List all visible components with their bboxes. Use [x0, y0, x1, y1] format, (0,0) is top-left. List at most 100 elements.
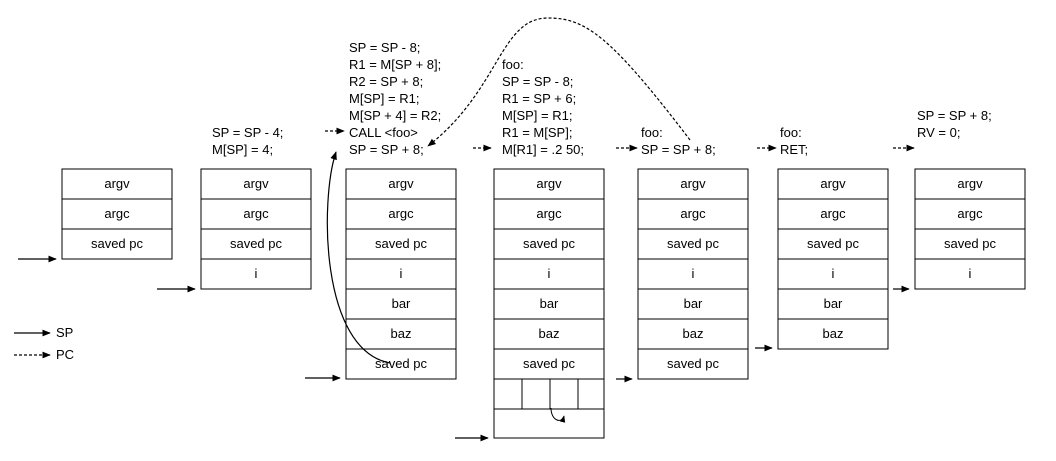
code-line: M[SP] = R1; — [502, 108, 572, 123]
stack-cell-label: bar — [392, 296, 411, 311]
self-pointer-arrow — [550, 407, 566, 423]
stack-cell-label: argc — [243, 206, 269, 221]
code-line: RET; — [780, 142, 808, 157]
stack-cell-label: argc — [388, 206, 414, 221]
stack-cell — [200, 228, 312, 260]
stack-cell-label: saved pc — [375, 236, 428, 251]
code-line: SP = SP + 8; — [917, 108, 992, 123]
stack-cell — [777, 228, 889, 260]
foo-frame-row-upper — [493, 378, 605, 410]
stack-cell-label: argv — [388, 176, 414, 191]
code-line: SP = SP + 8; — [349, 142, 424, 157]
stack-cell-label: argv — [957, 176, 983, 191]
code-line: SP = SP - 8; — [502, 74, 573, 89]
stack-cell-label: argc — [680, 206, 706, 221]
stack-cell — [61, 198, 173, 230]
stack-cell — [637, 168, 749, 200]
stack-frame-4: argv argc saved pc i bar baz saved pc foo: SP = … — [493, 57, 605, 380]
stack-cell — [777, 288, 889, 320]
stack-cell — [777, 318, 889, 350]
stack-cell-label: argc — [536, 206, 562, 221]
code-line: R2 = SP + 8; — [349, 74, 423, 89]
code-line: foo: — [780, 125, 802, 140]
stack-cell-label: i — [255, 266, 258, 281]
stack-cell — [914, 258, 1026, 290]
stack-cell-label: saved pc — [944, 236, 997, 251]
stack-cell — [777, 198, 889, 230]
stack-cell-label: argv — [680, 176, 706, 191]
pc-return-arrow — [427, 17, 691, 147]
stack-cell-label: argv — [536, 176, 562, 191]
code-line: R1 = SP + 6; — [502, 91, 576, 106]
stack-cell-label: saved pc — [375, 356, 428, 371]
code-line: SP = SP - 8; — [349, 40, 420, 55]
stack-cell — [493, 258, 605, 290]
stack-frame-1: argv argc saved pc — [61, 168, 173, 260]
legend-sp-label: SP — [56, 325, 73, 340]
code-line: R1 = M[SP + 8]; — [349, 57, 441, 72]
stack-cell-label: saved pc — [91, 236, 144, 251]
stack-cell-label: bar — [824, 296, 843, 311]
code-line: CALL <foo> — [349, 125, 418, 140]
stack-cell — [345, 228, 457, 260]
stack-cell — [493, 348, 605, 380]
stack-cell — [200, 258, 312, 290]
code-line: M[SP] = R1; — [349, 91, 419, 106]
legend-pc-label: PC — [56, 347, 74, 362]
stack-cell-label: argc — [104, 206, 130, 221]
stack-cell-label: saved pc — [807, 236, 860, 251]
stack-cell-label: baz — [823, 326, 844, 341]
stack-cell-label: argc — [957, 206, 983, 221]
stack-cell — [61, 228, 173, 260]
code-line: SP = SP + 8; — [641, 142, 716, 157]
stack-frame-7: argv argc saved pc i SP = SP + 8; RV = 0; — [914, 108, 1026, 290]
stack-cell-label: i — [400, 266, 403, 281]
code-block-7: SP = SP + 8; RV = 0; — [917, 108, 992, 140]
stack-cell-label: bar — [540, 296, 559, 311]
stack-cell-label: argv — [243, 176, 269, 191]
stack-cell — [637, 228, 749, 260]
stack-cell-label: baz — [391, 326, 412, 341]
code-line: M[SP] = 4; — [212, 142, 273, 157]
stack-cell-label: argv — [104, 176, 130, 191]
stack-cell-label: saved pc — [667, 236, 720, 251]
stack-frame-3: argv argc saved pc i bar baz saved pc SP = SP -… — [345, 40, 457, 380]
stack-cell-label: baz — [539, 326, 560, 341]
stack-cell-label: i — [692, 266, 695, 281]
stack-cell-label: bar — [684, 296, 703, 311]
code-line: M[R1] = .2 50; — [502, 142, 584, 157]
stack-frame-5: argv argc saved pc i bar baz saved pc foo: SP = … — [637, 125, 749, 380]
stack-cell-label: argv — [820, 176, 846, 191]
foo-frame-cells — [493, 378, 605, 439]
stack-cell-label: i — [969, 266, 972, 281]
stack-cell — [637, 288, 749, 320]
stack-cell — [637, 198, 749, 230]
stack-cell — [637, 348, 749, 380]
code-line: R1 = M[SP]; — [502, 125, 572, 140]
code-line: foo: — [502, 57, 524, 72]
stack-cell-label: argc — [820, 206, 846, 221]
legend: SP PC — [14, 325, 74, 362]
stack-cell — [345, 288, 457, 320]
stack-cell-label: saved pc — [667, 356, 720, 371]
foo-frame-row-lower — [493, 408, 605, 439]
stack-cell — [637, 318, 749, 350]
stack-cell-label: baz — [683, 326, 704, 341]
code-line: SP = SP - 4; — [212, 125, 283, 140]
stack-cell — [61, 168, 173, 200]
stack-cell — [493, 288, 605, 320]
code-block-3: SP = SP - 8; R1 = M[SP + 8]; R2 = SP + 8; M… — [349, 40, 441, 157]
stack-cell — [345, 258, 457, 290]
code-line: foo: — [641, 125, 663, 140]
saved-pc-pointer-arrow — [326, 151, 391, 364]
code-block-4: foo: SP = SP - 8; R1 = SP + 6; M[SP] = R1; R… — [502, 57, 584, 157]
stack-cell-label: saved pc — [523, 236, 576, 251]
stack-cell-label: i — [832, 266, 835, 281]
stack-cell-label: saved pc — [230, 236, 283, 251]
stack-cell — [914, 198, 1026, 230]
stack-cell — [200, 168, 312, 200]
stack-cell — [493, 318, 605, 350]
stack-frame-6: argv argc saved pc i bar baz foo: RET; — [777, 125, 889, 350]
stack-frame-2: argv argc saved pc i SP = SP - 4; M[SP] = 4; — [200, 125, 312, 290]
code-block-2: SP = SP - 4; M[SP] = 4; — [212, 125, 283, 157]
